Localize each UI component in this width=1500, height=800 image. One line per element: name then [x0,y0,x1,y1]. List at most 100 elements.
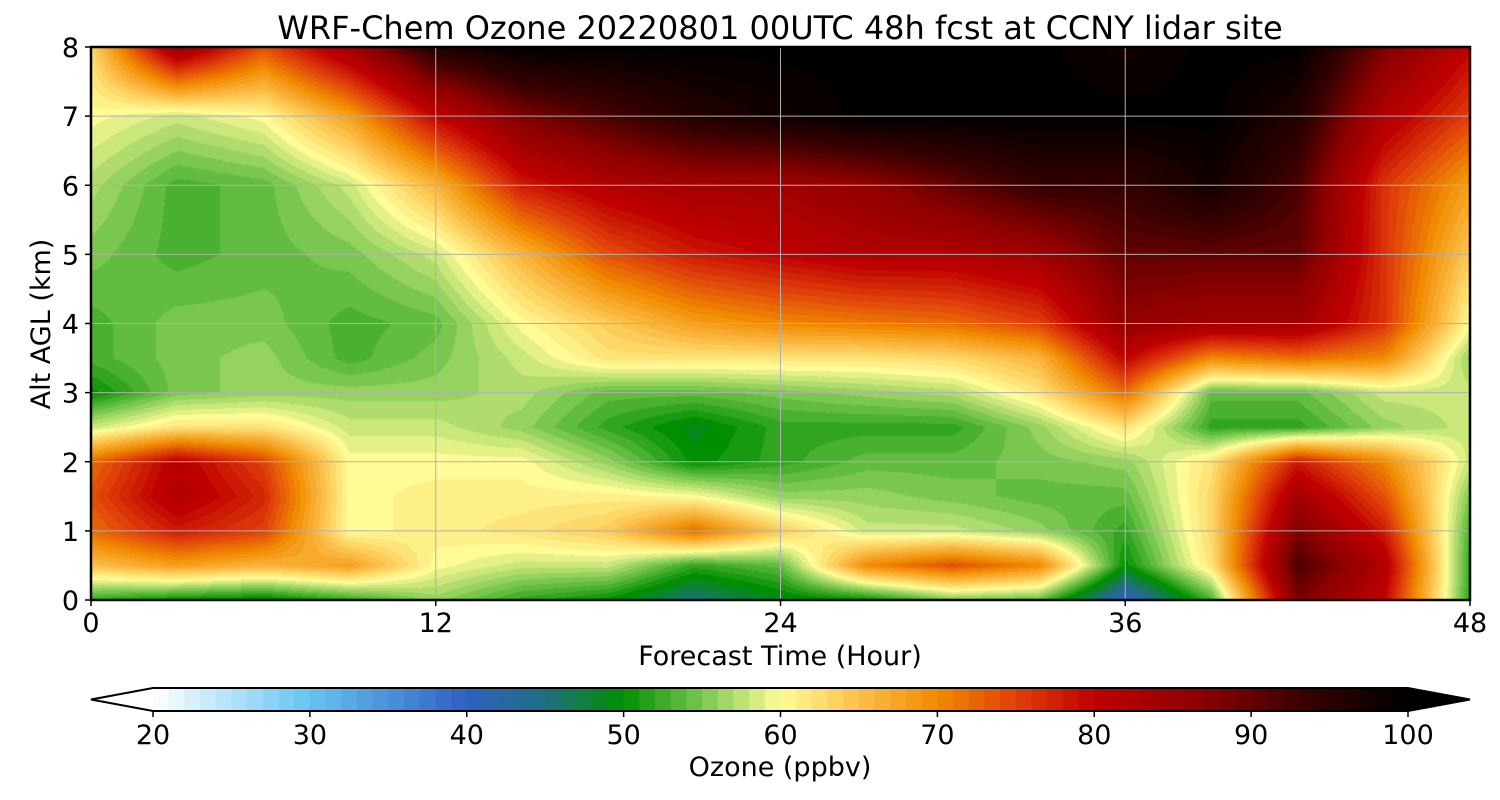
colorbar-segment [372,688,389,711]
colorbar-segment [466,688,484,711]
y-tick-label: 6 [62,171,79,202]
colorbar-segment [388,688,405,711]
x-axis-ticks: 0 12 24 36 48 [82,600,1487,639]
colorbar-segment [545,688,562,711]
colorbar-segment [1235,688,1252,711]
colorbar-segment [576,688,593,711]
colorbar-segment [482,688,499,711]
colorbar-segment [200,688,217,711]
colorbar-segment [1329,688,1346,711]
colorbar-segment [1313,688,1331,711]
y-axis-ticks: 0 1 2 3 4 5 6 7 8 [62,33,91,617]
y-tick-label: 3 [62,379,79,410]
y-tick-label: 2 [62,448,79,479]
colorbar-segment [890,688,907,711]
colorbar-tick-label: 20 [136,720,170,751]
colorbar-segment [262,688,280,711]
colorbar-segment [1094,688,1111,711]
colorbar-tick-label: 70 [920,720,954,751]
colorbar-segment [404,688,421,711]
colorbar-segment [1188,688,1205,711]
colorbar-segment [953,688,970,711]
colorbar-tick-label: 80 [1077,720,1111,751]
colorbar-segment [1000,688,1017,711]
colorbar-segment [843,688,860,711]
colorbar-segment [1219,688,1237,711]
colorbar-segment [153,688,170,711]
colorbar-segment [858,688,876,711]
x-axis-label: Forecast Time (Hour) [638,641,922,672]
colorbar-segment [1125,688,1142,711]
x-tick-label: 24 [763,608,797,639]
colorbar-segment [874,688,891,711]
colorbar-segment [623,688,640,711]
y-axis-label: Alt AGL (km) [26,239,57,410]
colorbar-segment [1062,688,1080,711]
colorbar-segment [733,688,750,711]
y-tick-label: 5 [62,240,79,271]
colorbar-ticks: 20 30 40 50 60 70 80 90 100 [136,711,1434,751]
colorbar-tick-label: 50 [606,720,640,751]
colorbar-segment [435,688,452,711]
grid-lines [91,47,1470,600]
colorbar-segment [513,688,531,711]
colorbar-segment [717,688,735,711]
colorbar-segment [1031,688,1048,711]
colorbar-segment [984,688,1001,711]
colorbar-tick-label: 100 [1382,720,1434,751]
colorbar-segment [184,688,201,711]
x-tick-label: 36 [1108,608,1142,639]
y-tick-label: 7 [62,102,79,133]
colorbar-segment [1015,688,1033,711]
x-tick-label: 48 [1453,608,1487,639]
x-tick-label: 12 [419,608,453,639]
colorbar-segment [592,688,609,711]
colorbar-segment [231,688,248,711]
colorbar-segment [1392,688,1409,711]
y-tick-label: 4 [62,310,79,341]
colorbar-segment [811,688,829,711]
colorbar-min-extension [91,688,153,711]
colorbar-segment [1266,688,1284,711]
colorbar-segment [294,688,311,711]
colorbar-segment [1109,688,1127,711]
colorbar-tick-label: 60 [763,720,797,751]
colorbar-tick-label: 90 [1234,720,1268,751]
y-tick-label: 0 [62,586,79,617]
colorbar-segment [278,688,295,711]
colorbar-segment [247,688,264,711]
colorbar-segment [906,688,923,711]
colorbar-segment [419,688,436,711]
colorbar-segment [1345,688,1362,711]
colorbar-segment [639,688,656,711]
colorbar-segment [341,688,358,711]
colorbar [90,687,1471,712]
colorbar-segment [1376,688,1393,711]
colorbar-segment [168,688,185,711]
colorbar-segment [937,688,954,711]
colorbar-segment [655,688,672,711]
colorbar-tick-label: 30 [293,720,327,751]
colorbar-tick-label: 40 [450,720,484,751]
colorbar-segment [764,688,782,711]
colorbar-segment [1172,688,1189,711]
colorbar-segment [451,688,468,711]
x-tick-label: 0 [82,608,99,639]
colorbar-segment [1251,688,1268,711]
colorbar-segment [968,688,986,711]
colorbar-segment [1282,688,1299,711]
colorbar-segment [215,688,233,711]
colorbar-segment [607,688,625,711]
colorbar-segment [827,688,844,711]
colorbar-segment [309,688,327,711]
y-tick-label: 8 [62,33,79,64]
colorbar-segment [1141,688,1158,711]
plot-area [89,45,1472,602]
colorbar-segment [1298,688,1315,711]
colorbar-segment [1360,688,1378,711]
colorbar-segment [560,688,578,711]
colorbar-segment [921,688,938,711]
colorbar-segment [1204,688,1221,711]
colorbar-segment [1047,688,1064,711]
